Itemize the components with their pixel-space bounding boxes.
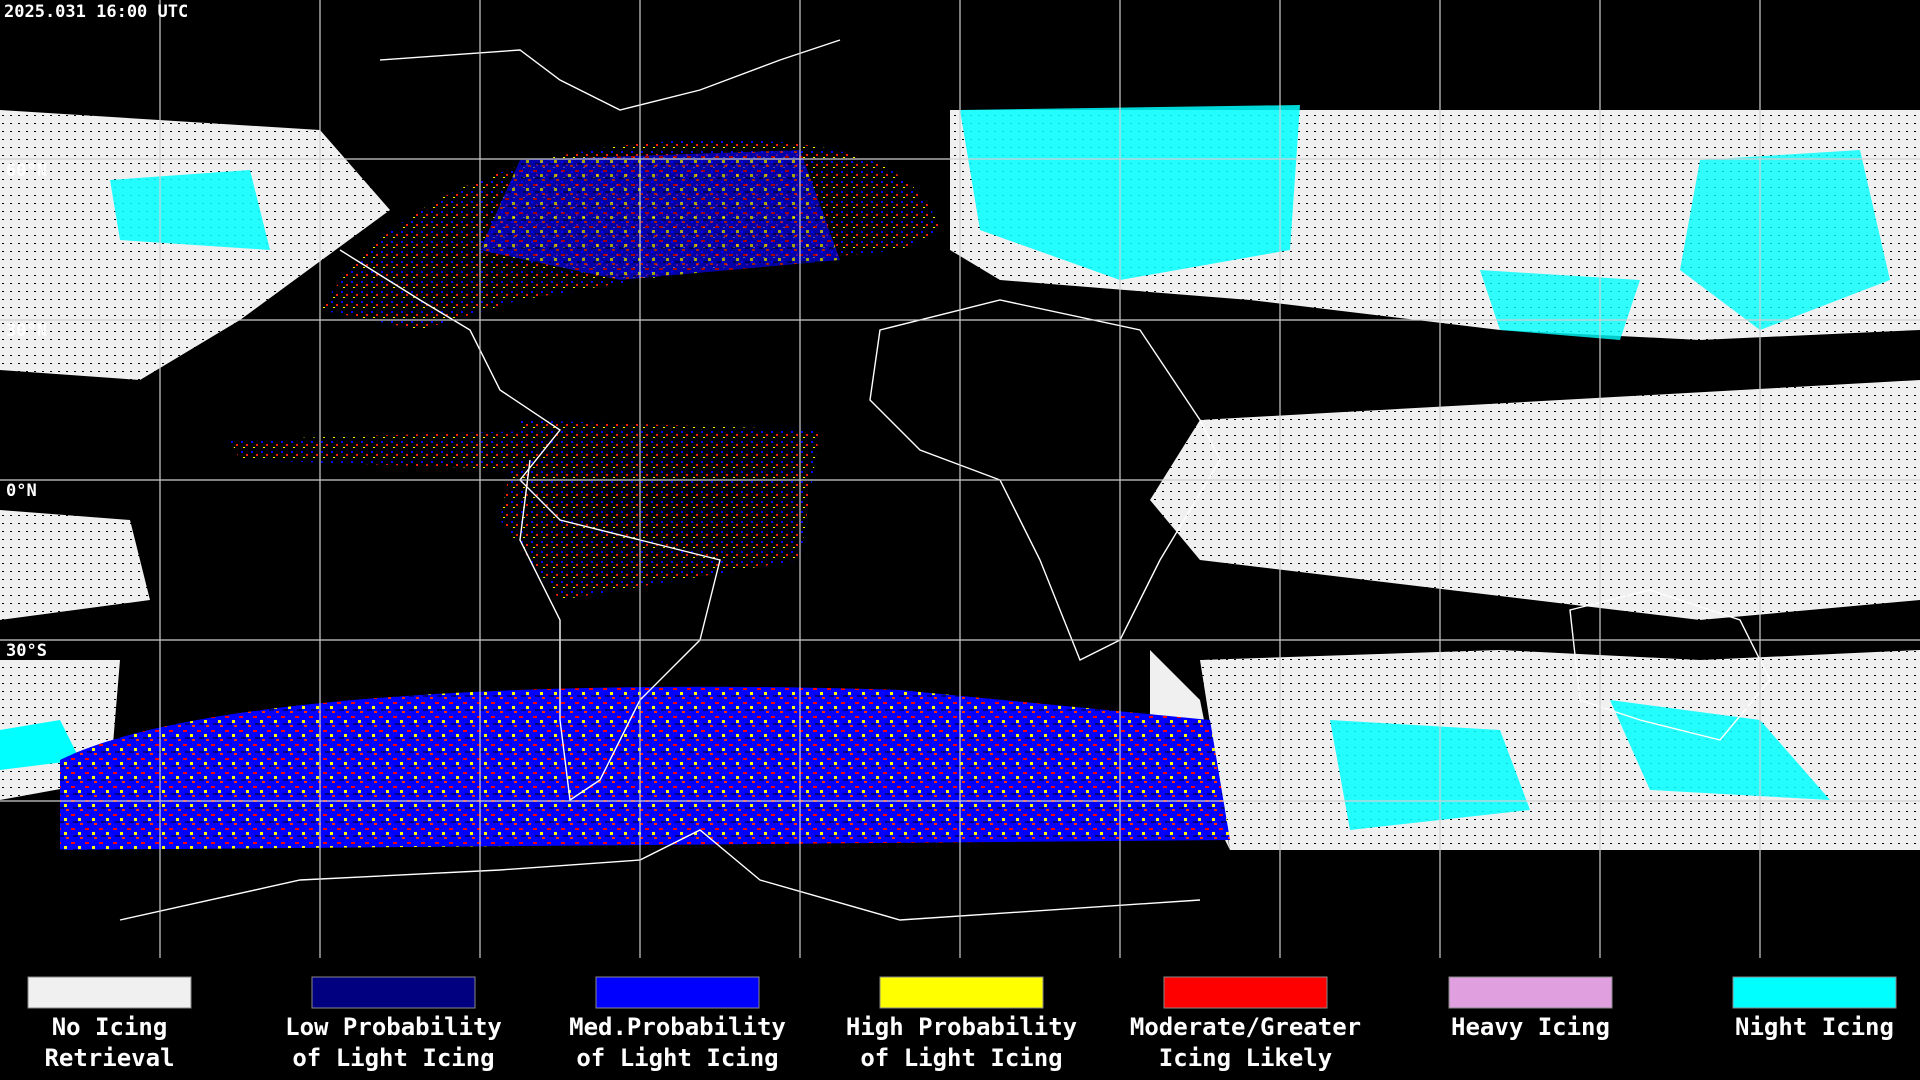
legend-swatch: [1163, 976, 1328, 1009]
latitude-label: 30°S: [6, 641, 47, 661]
timestamp: 2025.031 16:00 UTC: [4, 2, 188, 22]
latitude-label: 0°N: [6, 481, 37, 501]
latitude-label: 30°N: [6, 321, 47, 341]
legend: No Icing Retrieval Low Probability of Light…: [27, 976, 1897, 1072]
night-icing-region: [960, 105, 1300, 280]
legend-label: Low Probability: [285, 1013, 502, 1041]
legend-label: Med.Probability: [569, 1013, 786, 1041]
coastline: [339, 249, 721, 802]
latitude-labels: 60°N 30°N 0°N 30°S: [6, 161, 47, 661]
legend-swatch: [879, 976, 1044, 1009]
icing-region: [500, 420, 820, 600]
night-icing-region: [1610, 700, 1830, 800]
legend-label: Icing Likely: [1159, 1044, 1332, 1072]
legend-label: High Probability: [846, 1013, 1077, 1041]
icing-region: [230, 430, 560, 470]
legend-swatch: [1732, 976, 1897, 1009]
icing-region: [60, 686, 1230, 850]
night-icing-region: [0, 720, 80, 770]
latitude-label: 60°N: [6, 161, 47, 181]
legend-label: Night Icing: [1735, 1013, 1894, 1041]
graticule: [0, 0, 1920, 958]
coastline: [379, 39, 841, 111]
legend-swatch: [595, 976, 760, 1009]
icing-region: [480, 150, 840, 280]
legend-label: of Light Icing: [292, 1044, 494, 1072]
legend-label: No Icing: [52, 1013, 168, 1041]
map: 2025.031 16:00 UTC: [0, 0, 1920, 958]
legend-swatch: [27, 976, 192, 1009]
coastline: [119, 829, 1201, 921]
cloud-region: [1150, 380, 1920, 620]
legend-label: Retrieval: [44, 1044, 174, 1072]
legend-swatch: [1448, 976, 1613, 1009]
night-icing-region: [110, 170, 270, 250]
legend-label: of Light Icing: [576, 1044, 778, 1072]
legend-label: of Light Icing: [860, 1044, 1062, 1072]
cloud-region: [1200, 650, 1920, 850]
legend-label: Heavy Icing: [1451, 1013, 1610, 1041]
legend-swatch: [311, 976, 476, 1009]
cloud-region: [0, 510, 150, 620]
coastline: [1569, 589, 1771, 741]
legend-label: Moderate/Greater: [1130, 1013, 1361, 1041]
night-icing-region: [1680, 150, 1890, 330]
night-icing-region: [1330, 720, 1530, 830]
night-icing-region: [1480, 270, 1640, 340]
